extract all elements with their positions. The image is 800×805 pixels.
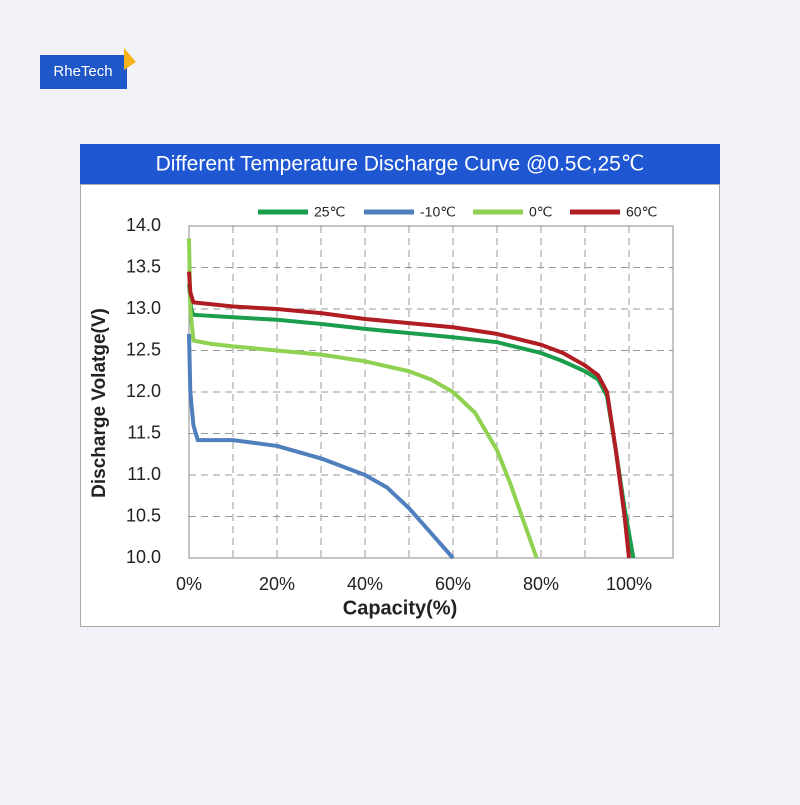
logo-box [40,55,127,89]
x-axis-label: Capacity(%) [343,597,457,619]
logo-mark [124,48,136,70]
series-line [187,238,539,559]
y-tick-label: 13.0 [126,298,161,318]
series-line [187,271,631,559]
y-tick-label: 10.5 [126,505,161,525]
y-axis-label: Discharge Volatge(V) [89,308,110,498]
x-tick-label: 20% [259,574,295,594]
y-tick-label: 12.0 [126,381,161,401]
legend-label: 60℃ [626,204,657,220]
logo-text: RheTech [53,63,112,80]
y-tick-label: 14.0 [126,215,161,235]
y-tick-label: 13.5 [126,256,161,276]
y-tick-label: 12.5 [126,339,161,359]
y-tick-label: 11.5 [127,422,161,442]
y-tick-label: 11.0 [127,464,161,484]
legend-label: -10℃ [420,204,456,220]
title-bar [80,144,720,184]
x-tick-label: 60% [435,574,471,594]
x-tick-label: 80% [523,574,559,594]
legend-label: 25℃ [314,204,345,220]
chart-title: Different Temperature Discharge Curve @0… [156,153,645,176]
y-tick-label: 10.0 [126,547,161,567]
x-tick-label: 40% [347,574,383,594]
x-tick-label: 100% [606,574,652,594]
chart-panel [80,184,720,627]
series-line [187,333,455,560]
x-tick-label: 0% [176,574,202,594]
legend-label: 0℃ [529,204,553,220]
